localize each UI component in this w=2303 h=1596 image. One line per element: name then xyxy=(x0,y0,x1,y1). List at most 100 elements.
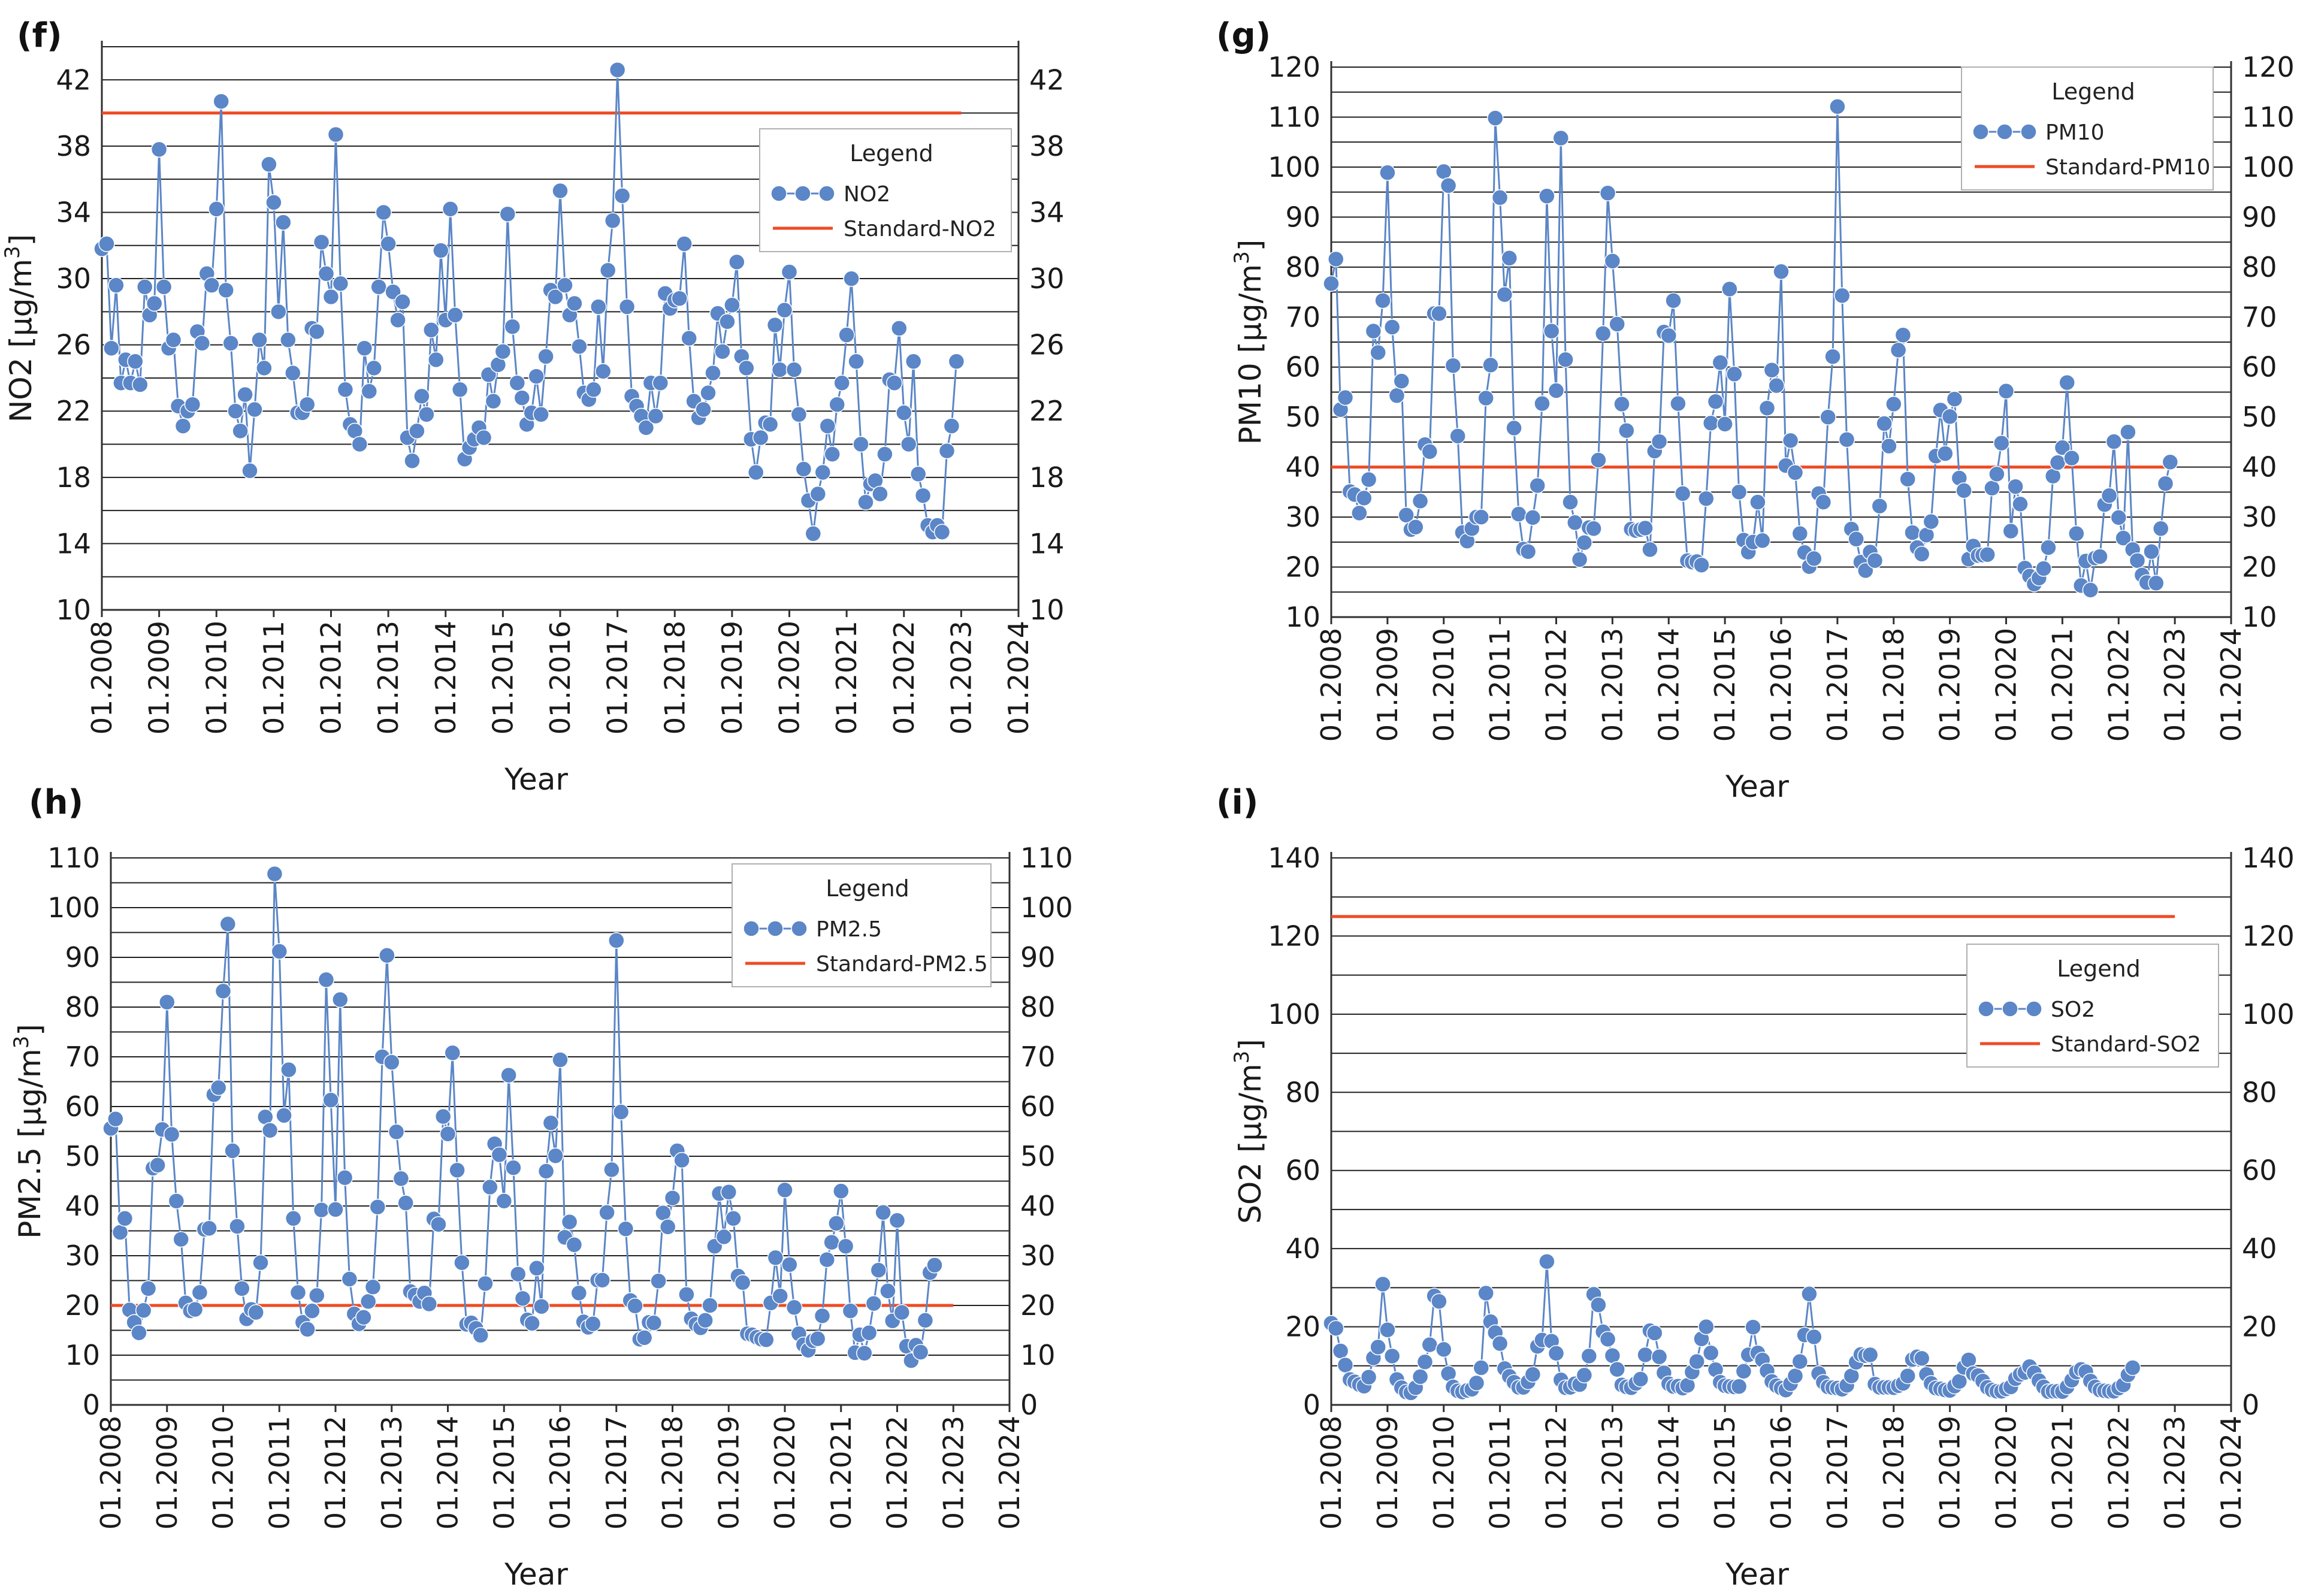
data-point xyxy=(1379,1322,1396,1338)
legend-title: Legend xyxy=(826,875,909,902)
y-tick-label-left: 14 xyxy=(56,527,91,560)
data-point xyxy=(1688,1353,1705,1370)
data-point xyxy=(163,1126,180,1143)
data-point xyxy=(781,1256,798,1273)
data-point xyxy=(1632,1371,1649,1388)
y-tick-label-left: 80 xyxy=(1285,1076,1320,1108)
data-point xyxy=(1332,1343,1349,1359)
y-tick-label-left: 110 xyxy=(47,842,100,874)
data-point xyxy=(116,1210,134,1227)
y-tick-label-right: 40 xyxy=(2242,451,2277,483)
legend: Legend SO2 Standard-SO2 xyxy=(1966,944,2219,1068)
x-tick-label: 01.2019 xyxy=(1934,628,1966,742)
legend: Legend NO2 Standard-NO2 xyxy=(759,128,1012,252)
data-point xyxy=(1937,445,1954,462)
x-tick-label: 01.2015 xyxy=(1709,1416,1741,1530)
data-point xyxy=(1383,319,1401,335)
data-point xyxy=(150,141,168,158)
legend-series-marker xyxy=(1978,1000,1994,1017)
data-point xyxy=(261,156,277,173)
data-point xyxy=(184,396,201,413)
data-point xyxy=(1379,164,1396,181)
x-tick-label: 01.2013 xyxy=(1596,628,1628,742)
legend-series-marker xyxy=(767,920,784,937)
y-tick-label-left: 90 xyxy=(1285,201,1320,233)
data-point xyxy=(495,1192,513,1210)
data-point xyxy=(222,335,239,352)
data-point xyxy=(280,331,297,349)
data-point xyxy=(627,1298,643,1314)
data-point xyxy=(1702,1344,1719,1362)
data-point xyxy=(219,915,237,933)
data-point xyxy=(1604,253,1621,270)
data-point xyxy=(2068,525,2085,542)
data-point xyxy=(136,279,153,295)
x-tick-label: 01.2023 xyxy=(2159,628,2191,742)
data-point xyxy=(1665,292,1682,309)
y-tick-label-left: 10 xyxy=(65,1339,100,1371)
y-tick-label-right: 120 xyxy=(2242,51,2295,83)
y-tick-label-left: 120 xyxy=(1268,51,1320,83)
data-point xyxy=(719,313,736,330)
data-point xyxy=(1838,431,1855,448)
data-point xyxy=(557,277,573,294)
data-point xyxy=(332,275,349,292)
data-point xyxy=(1913,1350,1930,1367)
y-tick-label-right: 110 xyxy=(1020,842,1073,874)
y-tick-label-left: 38 xyxy=(56,130,91,162)
y-tick-label-right: 60 xyxy=(2242,1154,2277,1187)
x-tick-label: 01.2011 xyxy=(263,1416,295,1530)
data-point xyxy=(609,61,626,78)
data-point xyxy=(224,1142,241,1159)
data-point xyxy=(98,235,115,252)
data-point xyxy=(509,1265,527,1283)
data-point xyxy=(1416,1353,1434,1371)
y-tick-label-left: 80 xyxy=(1285,251,1320,283)
x-tick-label: 01.2017 xyxy=(602,621,634,734)
data-point xyxy=(776,1181,793,1199)
data-point xyxy=(857,494,874,511)
data-point xyxy=(313,234,330,250)
data-point xyxy=(604,212,621,229)
data-point xyxy=(356,340,373,356)
x-tick-label: 01.2018 xyxy=(1878,1416,1910,1530)
legend-title: Legend xyxy=(2057,956,2141,982)
data-point xyxy=(2100,487,2118,504)
x-tick-label: 01.2014 xyxy=(430,621,462,734)
data-point xyxy=(1651,1349,1668,1365)
data-point xyxy=(528,368,545,385)
data-point xyxy=(2049,454,2066,471)
data-point xyxy=(676,235,693,252)
data-point xyxy=(1913,546,1930,563)
data-point xyxy=(370,279,387,295)
data-point xyxy=(917,1312,934,1329)
y-tick-label-right: 60 xyxy=(2242,351,2277,383)
data-point xyxy=(1519,543,1537,560)
x-tick-label: 01.2024 xyxy=(2215,1416,2247,1530)
data-point xyxy=(336,1169,353,1186)
data-point xyxy=(1388,387,1406,404)
data-point xyxy=(823,1234,840,1251)
data-point xyxy=(1449,428,1466,445)
data-point xyxy=(1881,437,1897,455)
y-tick-label-right: 22 xyxy=(1029,395,1065,427)
data-point xyxy=(1496,286,1513,303)
data-point xyxy=(369,1198,386,1216)
data-point xyxy=(725,1210,742,1227)
y-tick-label-right: 70 xyxy=(2242,301,2277,333)
data-point xyxy=(285,1210,302,1227)
data-point xyxy=(1557,351,1574,368)
data-point xyxy=(165,331,182,349)
data-point xyxy=(1956,482,1972,499)
data-point xyxy=(843,270,860,287)
data-point xyxy=(785,361,803,378)
x-tick-label: 01.2013 xyxy=(376,1416,408,1530)
x-axis-title: Year xyxy=(504,1557,568,1592)
data-point xyxy=(1923,513,1940,530)
data-point xyxy=(900,436,917,453)
data-point xyxy=(504,318,521,335)
data-point xyxy=(1960,1352,1977,1368)
series-markers xyxy=(102,865,943,1369)
data-point xyxy=(513,389,531,406)
x-tick-label: 01.2008 xyxy=(1315,1416,1347,1530)
